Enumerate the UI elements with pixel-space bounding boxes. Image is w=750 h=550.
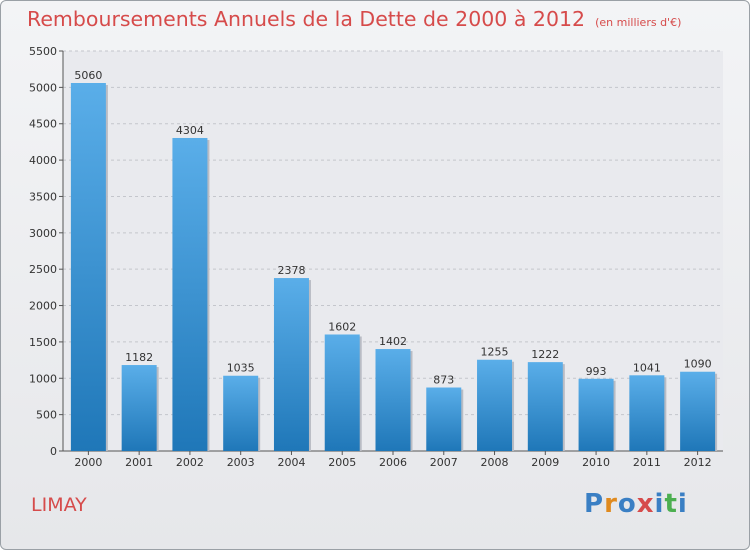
y-tick-label: 5000 bbox=[29, 81, 57, 94]
x-tick-label: 2009 bbox=[531, 456, 559, 469]
bar bbox=[426, 387, 462, 451]
logo-letter: o bbox=[617, 489, 637, 519]
y-tick-label: 2500 bbox=[29, 263, 57, 276]
bar-value-label: 1090 bbox=[684, 358, 712, 371]
x-tick-label: 2000 bbox=[74, 456, 102, 469]
y-tick-label: 500 bbox=[36, 409, 57, 422]
x-tick-label: 2007 bbox=[430, 456, 458, 469]
bar bbox=[70, 83, 106, 451]
x-tick-label: 2010 bbox=[582, 456, 610, 469]
bar bbox=[375, 349, 411, 451]
bar-value-label: 1602 bbox=[328, 320, 356, 333]
bar-value-label: 4304 bbox=[176, 124, 204, 137]
bar bbox=[172, 137, 208, 451]
logo-letter: P bbox=[584, 489, 605, 519]
bar-value-label: 2378 bbox=[277, 264, 305, 277]
proxiti-logo: Proxiti bbox=[584, 489, 688, 519]
bar bbox=[578, 378, 614, 451]
bar bbox=[477, 359, 513, 451]
bar-value-label: 1402 bbox=[379, 335, 407, 348]
y-tick-label: 3500 bbox=[29, 190, 57, 203]
x-tick-label: 2001 bbox=[125, 456, 153, 469]
bar-value-label: 1041 bbox=[633, 361, 661, 374]
bar bbox=[223, 375, 259, 451]
chart-title-text: Remboursements Annuels de la Dette de 20… bbox=[27, 7, 586, 31]
bar bbox=[680, 371, 716, 451]
bar-value-label: 5060 bbox=[74, 69, 102, 82]
y-tick-label: 1500 bbox=[29, 336, 57, 349]
bar bbox=[121, 365, 157, 451]
y-tick-label: 2000 bbox=[29, 300, 57, 313]
town-name: LIMAY bbox=[31, 494, 87, 516]
y-tick-label: 4000 bbox=[29, 154, 57, 167]
logo-letter: i bbox=[677, 489, 688, 519]
x-tick-label: 2004 bbox=[277, 456, 305, 469]
bar-value-label: 1255 bbox=[481, 346, 509, 359]
y-tick-label: 5500 bbox=[29, 45, 57, 58]
x-tick-label: 2006 bbox=[379, 456, 407, 469]
logo-letter: x bbox=[636, 489, 655, 519]
logo-letter: i bbox=[654, 489, 665, 519]
chart-title: Remboursements Annuels de la Dette de 20… bbox=[27, 7, 681, 31]
bar bbox=[324, 334, 360, 451]
x-tick-label: 2008 bbox=[481, 456, 509, 469]
y-tick-label: 4500 bbox=[29, 118, 57, 131]
y-tick-label: 0 bbox=[50, 445, 57, 458]
y-tick-label: 3000 bbox=[29, 227, 57, 240]
x-tick-label: 2012 bbox=[684, 456, 712, 469]
x-tick-label: 2002 bbox=[176, 456, 204, 469]
x-tick-label: 2005 bbox=[328, 456, 356, 469]
bar-value-label: 1222 bbox=[531, 348, 559, 361]
bar bbox=[527, 362, 563, 451]
bar-value-label: 993 bbox=[586, 365, 607, 378]
x-tick-label: 2011 bbox=[633, 456, 661, 469]
bar bbox=[273, 278, 309, 451]
y-tick-label: 1000 bbox=[29, 372, 57, 385]
bar-value-label: 873 bbox=[433, 374, 454, 387]
logo-letter: r bbox=[604, 489, 618, 519]
bar bbox=[629, 375, 665, 451]
bar-value-label: 1035 bbox=[227, 362, 255, 375]
x-tick-label: 2003 bbox=[227, 456, 255, 469]
bar-value-label: 1182 bbox=[125, 351, 153, 364]
logo-letter: t bbox=[664, 489, 678, 519]
chart-subtitle: (en milliers d'€) bbox=[595, 16, 682, 29]
